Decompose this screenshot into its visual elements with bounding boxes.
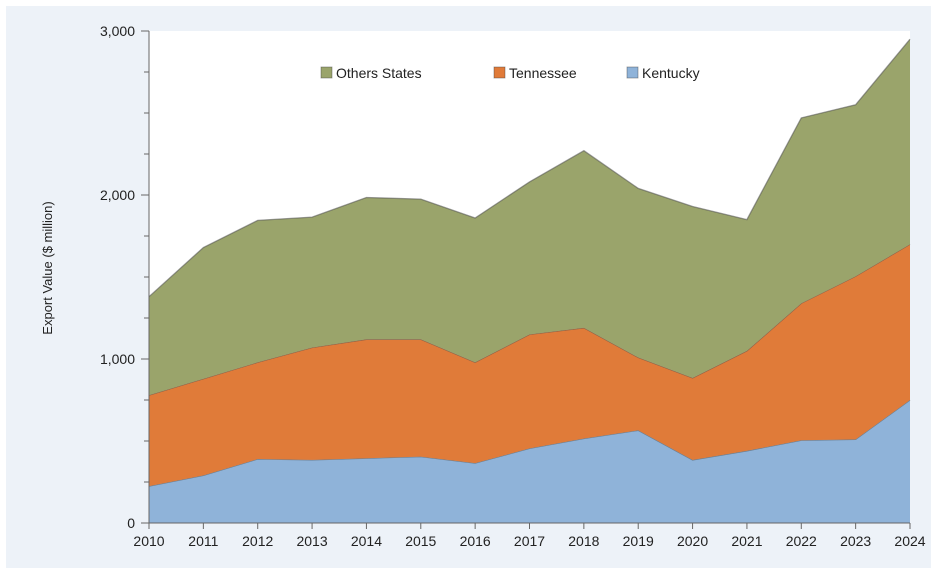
axes-group (141, 30, 911, 529)
x-tick-label: 2023 (840, 533, 871, 549)
stacked-area-chart: 2010 2011 2012 2013 2014 2015 2016 2017 2018 2019… (40, 23, 926, 549)
area-others-states (149, 39, 910, 396)
y-tick-label: 3,000 (100, 23, 135, 39)
legend-label-kentucky: Kentucky (642, 65, 700, 81)
x-tick-label: 2022 (786, 533, 817, 549)
x-tick-label: 2010 (133, 533, 164, 549)
y-tick-label: 0 (127, 515, 135, 531)
legend-swatch-tennessee (493, 66, 506, 79)
area-edge-others-states (148, 38, 911, 298)
legend-swatch-kentucky (626, 66, 639, 79)
x-tick-label: 2014 (351, 533, 382, 549)
legend-swatch-others-states (320, 66, 333, 79)
x-tick-label: 2024 (894, 533, 925, 549)
x-tick-label: 2011 (188, 533, 218, 549)
x-tick-label: 2012 (242, 533, 273, 549)
x-tick-label: 2017 (514, 533, 545, 549)
y-tick-labels: 0 1,000 2,000 3,000 (100, 23, 135, 531)
legend-label-others-states: Others States (336, 65, 422, 81)
legend-label-tennessee: Tennessee (509, 65, 577, 81)
x-tick-label: 2015 (405, 533, 436, 549)
x-tick-label: 2021 (731, 533, 762, 549)
area-series-group (148, 38, 911, 523)
y-tick-label: 1,000 (100, 351, 135, 367)
x-tick-label: 2020 (677, 533, 708, 549)
area-tennessee (149, 244, 910, 487)
y-axis-title: Export Value ($ million) (40, 201, 55, 334)
chart-frame: 2010 2011 2012 2013 2014 2015 2016 2017 2018 2019… (6, 6, 931, 568)
x-tick-label: 2016 (460, 533, 491, 549)
x-tick-label: 2019 (623, 533, 654, 549)
x-tick-labels: 2010 2011 2012 2013 2014 2015 2016 2017 2018 2019… (133, 533, 925, 549)
area-kentucky (149, 400, 910, 523)
legend: Others States Tennessee Kentucky (320, 65, 700, 81)
y-tick-label: 2,000 (100, 187, 135, 203)
x-tick-label: 2013 (296, 533, 327, 549)
x-tick-label: 2018 (568, 533, 599, 549)
